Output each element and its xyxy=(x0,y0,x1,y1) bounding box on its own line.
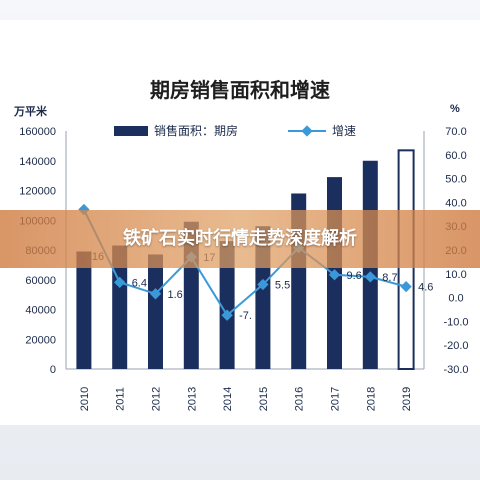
chart-title: 期房销售面积和增速 xyxy=(150,78,330,102)
x-tick-label: 2015 xyxy=(258,387,270,411)
data-label: 5.5 xyxy=(275,280,290,292)
growth-point xyxy=(328,269,341,281)
right-tick-label: -30.0 xyxy=(443,364,468,376)
left-tick-label: 20000 xyxy=(25,334,56,346)
right-tick-label: -20.0 xyxy=(443,340,468,352)
left-tick-label: 40000 xyxy=(25,305,56,317)
right-tick-label: 0.0 xyxy=(448,293,463,305)
data-label: 6.4 xyxy=(132,277,147,289)
growth-point xyxy=(149,288,162,300)
left-tick-label: 140000 xyxy=(19,156,56,168)
x-tick-label: 2019 xyxy=(401,387,413,411)
left-tick-label: 0 xyxy=(50,364,56,376)
right-tick-label: 10.0 xyxy=(445,269,466,281)
headline-banner: 铁矿石实时行情走势深度解析 xyxy=(0,210,480,268)
right-tick-label: 60.0 xyxy=(445,150,466,162)
right-axis-unit: % xyxy=(450,103,460,115)
data-label: 4.6 xyxy=(418,282,433,294)
bar xyxy=(76,251,92,369)
left-tick-label: 60000 xyxy=(25,275,56,287)
legend-bar-swatch xyxy=(114,126,148,136)
data-label: -7. xyxy=(239,310,252,322)
x-tick-label: 2013 xyxy=(186,387,198,411)
left-tick-label: 120000 xyxy=(19,186,56,198)
x-tick-label: 2018 xyxy=(365,387,377,411)
growth-point xyxy=(364,271,376,283)
data-label: 9.6 xyxy=(347,270,362,282)
data-label: 8.7 xyxy=(382,272,397,284)
x-tick-label: 2010 xyxy=(79,387,91,411)
legend-bar-label: 销售面积：期房 xyxy=(154,123,238,138)
left-axis-unit: 万平米 xyxy=(14,106,47,118)
growth-line xyxy=(83,209,407,317)
bar xyxy=(148,254,163,369)
x-tick-label: 2017 xyxy=(330,387,342,411)
x-tick-label: 2014 xyxy=(222,387,234,411)
x-tick-label: 2012 xyxy=(151,387,163,411)
legend-line-label: 增速 xyxy=(332,124,356,138)
right-tick-label: 40.0 xyxy=(445,197,466,209)
right-tick-label: 50.0 xyxy=(445,174,466,186)
legend-line-marker xyxy=(301,125,313,137)
growth-point xyxy=(400,280,412,293)
x-tick-label: 2011 xyxy=(115,387,127,411)
bar xyxy=(219,241,235,369)
headline-text: 铁矿石实时行情走势深度解析 xyxy=(123,228,357,249)
growth-point xyxy=(221,309,233,321)
right-tick-label: -10.0 xyxy=(443,316,468,328)
growth-point xyxy=(257,278,269,291)
x-tick-label: 2016 xyxy=(294,387,306,411)
left-tick-label: 160000 xyxy=(19,126,56,138)
data-label: 1.6 xyxy=(168,289,183,301)
right-tick-label: 70.0 xyxy=(445,126,466,138)
